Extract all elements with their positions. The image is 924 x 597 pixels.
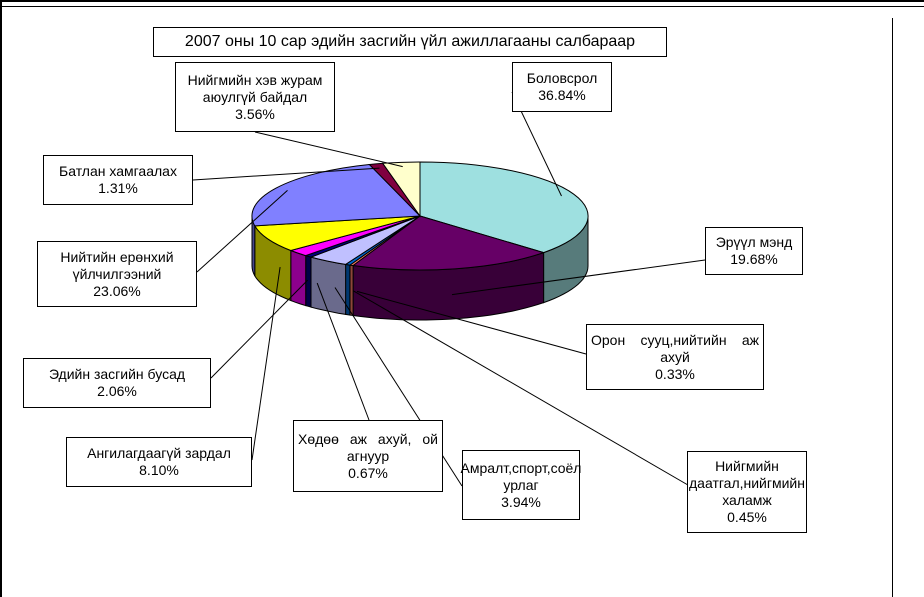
slice-label-name: Эдийн засгийн бусад bbox=[48, 366, 186, 382]
leader-line-8 bbox=[196, 190, 288, 273]
slice-label-value: 8.10% bbox=[139, 462, 179, 478]
slice-label-value: 23.06% bbox=[93, 282, 141, 299]
slice-label-5: Хөдөө аж ахуй, ой агнуур 0.67% bbox=[293, 420, 443, 492]
slice-label-name: Нийгмийн хэв журам bbox=[187, 71, 323, 88]
slice-label-value: 19.68% bbox=[730, 251, 778, 267]
slice-label-name: агнуур bbox=[346, 447, 390, 464]
pie-side-4 bbox=[310, 256, 347, 315]
slice-label-value: 2.06% bbox=[97, 383, 137, 399]
leader-line-9 bbox=[192, 167, 380, 181]
slice-label-name: ахуй bbox=[660, 348, 690, 365]
leader-line-6 bbox=[210, 279, 309, 379]
slice-label-name: Хөдөө аж ахуй, ой bbox=[298, 430, 438, 447]
slice-label-6: Эдийн засгийн бусад 2.06% bbox=[23, 358, 211, 408]
slice-label-10: Нийгмийн хэв журам аюулгүй байдал 3.56% bbox=[175, 62, 335, 132]
slice-label-value: 1.31% bbox=[98, 180, 138, 196]
slice-label-7: Ангилагдаагүй зардал 8.10% bbox=[66, 437, 252, 487]
slice-label-name: Эрүүл мэнд bbox=[715, 234, 793, 250]
slice-label-name: Амралт,спорт,соёл bbox=[460, 459, 582, 476]
slice-label-value: 0.33% bbox=[655, 365, 695, 382]
pie-side-6 bbox=[290, 249, 307, 307]
slice-label-name: Нийтийн ерөнхий bbox=[60, 248, 174, 265]
right-rule bbox=[892, 18, 893, 597]
slice-label-2: Орон сууц,нийтийн аж ахуй 0.33% bbox=[586, 324, 764, 390]
top-rule bbox=[0, 6, 924, 7]
slice-label-name: халамж bbox=[722, 492, 772, 508]
slice-label-3: Нийгмийн даатгал,нийгмийн халамж 0.45% bbox=[687, 451, 807, 533]
slice-label-name: Нийгмийн bbox=[715, 458, 779, 474]
pie-slice-10 bbox=[381, 161, 421, 218]
slice-label-8: Нийтийн ерөнхий үйлчилгээний 23.06% bbox=[37, 241, 197, 307]
leader-line-10 bbox=[254, 131, 403, 168]
slice-label-name: Боловсрол bbox=[526, 70, 598, 86]
slice-label-value: 3.94% bbox=[501, 493, 541, 510]
leader-line-1 bbox=[451, 259, 706, 296]
pie-slice-8 bbox=[251, 163, 422, 227]
slice-label-name: аюулгүй байдал bbox=[202, 88, 308, 105]
chart-title: 2007 оны 10 сар эдийн засгийн үйл ажилла… bbox=[153, 27, 667, 57]
slice-label-4: Амралт,спорт,соёл урлаг 3.94% bbox=[460, 450, 582, 520]
slice-label-value: 3.56% bbox=[235, 105, 275, 122]
pie-slice-0 bbox=[419, 161, 589, 254]
slice-label-name: урлаг bbox=[503, 476, 539, 493]
leader-line-7 bbox=[251, 267, 281, 461]
slice-label-value: 0.67% bbox=[348, 464, 388, 481]
slice-label-value: 0.45% bbox=[727, 509, 767, 525]
slice-label-name: Батлан хамгаалах bbox=[59, 163, 177, 179]
slice-label-1: Эрүүл мэнд 19.68% bbox=[705, 227, 803, 275]
pie-slice-1 bbox=[351, 215, 546, 271]
slice-label-name: Орон сууц,нийтийн аж bbox=[591, 331, 759, 348]
slice-label-name: үйлчилгээний bbox=[72, 265, 162, 282]
leader-line-5 bbox=[316, 282, 370, 421]
slice-label-value: 36.84% bbox=[538, 87, 586, 103]
slice-label-0: Боловсрол 36.84% bbox=[512, 62, 612, 112]
leader-line-3 bbox=[353, 290, 701, 493]
slice-label-9: Батлан хамгаалах 1.31% bbox=[43, 155, 193, 205]
slice-label-name: Ангилагдаагүй зардал bbox=[87, 445, 231, 461]
slice-label-name: даатгал,нийгмийн bbox=[689, 475, 805, 491]
leader-line-2 bbox=[356, 290, 587, 355]
